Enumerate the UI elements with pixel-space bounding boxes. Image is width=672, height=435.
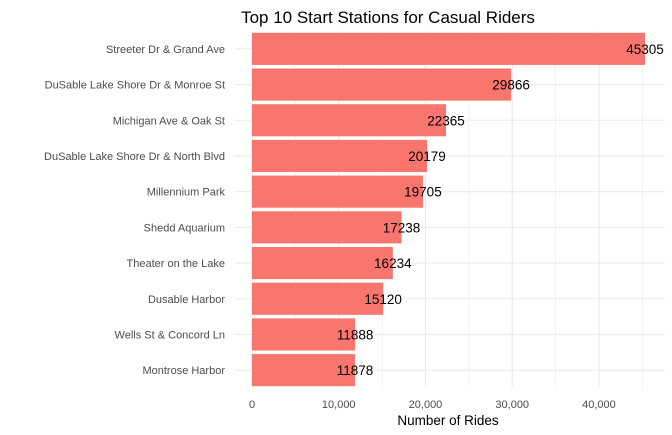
x-tick-label: 40,000 (582, 399, 616, 411)
x-tick-label: 0 (249, 399, 255, 411)
category-labels: Streeter Dr & Grand Ave DuSable Lake Shor… (44, 44, 225, 377)
x-axis-title: Number of Rides (397, 413, 499, 428)
category-label: Montrose Harbor (142, 365, 225, 377)
data-label: 19705 (404, 185, 442, 200)
bar (252, 246, 393, 280)
data-label: 22365 (427, 113, 465, 128)
x-tick-label: 10,000 (322, 399, 356, 411)
category-label: Millennium Park (147, 187, 226, 199)
category-label: DuSable Lake Shore Dr & Monroe St (45, 80, 225, 92)
bar (252, 318, 356, 351)
data-label: 11888 (337, 327, 374, 342)
data-label: 11878 (337, 363, 374, 378)
category-label: Michigan Ave & Oak St (113, 115, 225, 127)
x-tick-labels: 0 10,000 20,000 30,000 40,000 (249, 399, 616, 411)
data-labels-group: 45305 29866 22365 20179 19705 17238 16234 15120… (337, 42, 664, 378)
chart-title: Top 10 Start Stations for Casual Riders (241, 8, 535, 27)
bar (252, 32, 645, 65)
data-label: 20179 (408, 149, 446, 164)
bar (252, 68, 512, 101)
category-label: Streeter Dr & Grand Ave (106, 44, 225, 56)
bar (252, 282, 384, 315)
bars-group (252, 32, 645, 387)
bar (252, 104, 447, 137)
bar (252, 354, 356, 387)
bar (252, 139, 428, 173)
category-label: Shedd Aquarium (144, 222, 225, 234)
x-tick-label: 20,000 (409, 399, 443, 411)
category-label: Wells St & Concord Ln (115, 329, 225, 341)
x-tick-label: 30,000 (495, 399, 529, 411)
data-label: 16234 (374, 256, 412, 271)
category-label: Theater on the Lake (127, 258, 225, 270)
category-label: DuSable Lake Shore Dr & North Blvd (44, 151, 225, 163)
data-label: 45305 (626, 42, 664, 57)
category-label: Dusable Harbor (148, 294, 225, 306)
data-label: 15120 (364, 292, 402, 307)
bar (252, 211, 402, 244)
bar (252, 175, 423, 208)
data-label: 29866 (492, 78, 530, 93)
data-label: 17238 (383, 220, 421, 235)
